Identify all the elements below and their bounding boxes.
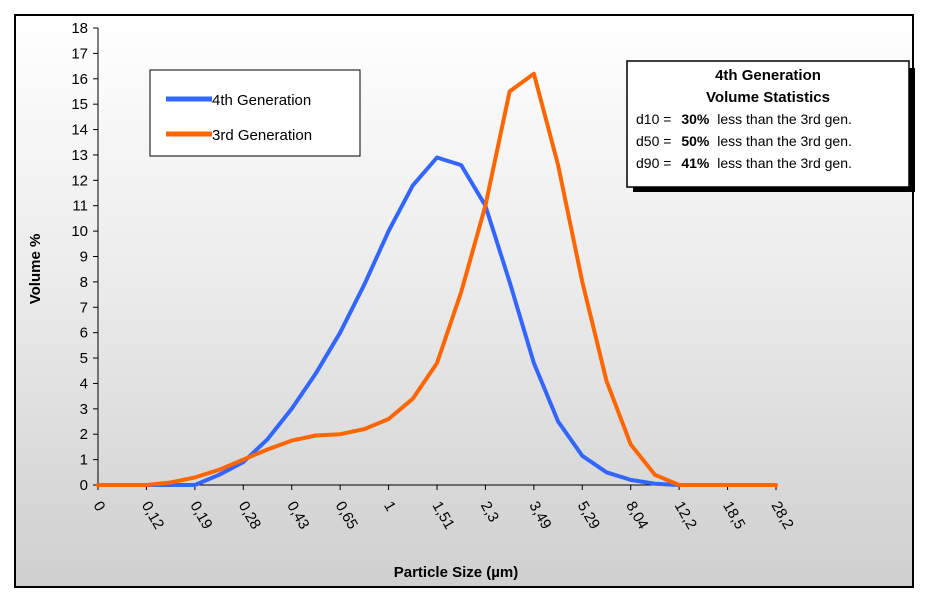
x-tick-label-13: 18,5 xyxy=(719,499,748,533)
x-tick-label-14: 28,2 xyxy=(768,499,797,533)
x-tick-label-4: 0,43 xyxy=(283,499,312,533)
stats-row-d10-value: 30% xyxy=(681,111,710,127)
x-tick-label-3: 0,28 xyxy=(235,499,264,533)
y-tick-label-6: 6 xyxy=(80,325,88,342)
y-tick-label-10: 10 xyxy=(71,223,88,240)
stats-row-d50-text: less than the 3rd gen. xyxy=(717,133,852,149)
series-line-3rd-generation xyxy=(96,71,778,487)
y-tick-label-15: 15 xyxy=(71,96,88,113)
stats-row-d90: d90 = 41% less than the 3rd gen. xyxy=(636,155,852,171)
stats-title-line-1: 4th Generation xyxy=(715,67,821,84)
x-tick-label-8: 2,3 xyxy=(477,499,502,526)
y-tick-label-14: 14 xyxy=(71,122,88,139)
x-tick-label-9: 3,49 xyxy=(525,499,554,533)
y-tick-label-0: 0 xyxy=(80,477,88,494)
legend-label-3rd-generation: 3rd Generation xyxy=(212,127,312,144)
x-tick-label-7: 1,51 xyxy=(429,499,458,533)
stats-annotation: 4th Generation Volume Statistics d10 = 3… xyxy=(626,60,915,192)
x-tick-label-10: 5,29 xyxy=(574,499,603,533)
y-tick-label-9: 9 xyxy=(80,249,88,266)
y-tick-label-8: 8 xyxy=(80,274,88,291)
y-tick-label-2: 2 xyxy=(80,426,88,443)
y-tick-label-11: 11 xyxy=(72,198,88,215)
stats-row-d90-text: less than the 3rd gen. xyxy=(717,155,852,171)
stats-row-d10-text: less than the 3rd gen. xyxy=(717,111,852,127)
series-layer xyxy=(96,71,778,487)
x-tick-label-11: 8,04 xyxy=(622,499,651,533)
legend-label-4th-generation: 4th Generation xyxy=(212,92,311,109)
stats-row-d10: d10 = 30% less than the 3rd gen. xyxy=(636,111,852,127)
x-tick-label-5: 0,65 xyxy=(332,499,361,533)
y-tick-label-18: 18 xyxy=(71,20,88,37)
legend: 4th Generation 3rd Generation xyxy=(149,69,361,157)
stats-row-d50-label: d50 = xyxy=(636,133,671,149)
x-tick-label-1: 0,12 xyxy=(138,499,167,533)
y-tick-label-17: 17 xyxy=(71,45,88,62)
x-axis-title: Particle Size (µm) xyxy=(394,564,519,581)
x-tick-label-6: 1 xyxy=(380,499,399,515)
x-tick-label-0: 0 xyxy=(90,499,109,515)
y-tick-label-13: 13 xyxy=(71,147,88,164)
y-tick-label-3: 3 xyxy=(80,401,88,418)
x-tick-label-12: 12,2 xyxy=(671,499,700,533)
chart-frame: 0 1 2 3 4 5 6 7 8 9 10 11 12 13 14 15 16 17 18 0 0,12 0,19 0,2… xyxy=(14,14,915,588)
y-tick-label-4: 4 xyxy=(80,375,88,392)
stats-row-d50: d50 = 50% less than the 3rd gen. xyxy=(636,133,852,149)
series-line-4th-generation xyxy=(96,155,682,487)
y-tick-label-1: 1 xyxy=(80,452,88,469)
stats-row-d10-label: d10 = xyxy=(636,111,671,127)
y-tick-label-5: 5 xyxy=(80,350,88,367)
y-tick-label-12: 12 xyxy=(71,172,88,189)
x-tick-label-2: 0,19 xyxy=(186,499,215,533)
stats-row-d90-value: 41% xyxy=(681,155,710,171)
stats-box xyxy=(626,60,910,188)
y-axis-title: Volume % xyxy=(27,234,44,305)
stats-title-line-2: Volume Statistics xyxy=(706,89,830,106)
legend-box xyxy=(149,69,361,157)
stats-row-d50-value: 50% xyxy=(681,133,710,149)
y-tick-label-16: 16 xyxy=(71,71,88,88)
stats-row-d90-label: d90 = xyxy=(636,155,671,171)
y-tick-label-7: 7 xyxy=(80,299,88,316)
